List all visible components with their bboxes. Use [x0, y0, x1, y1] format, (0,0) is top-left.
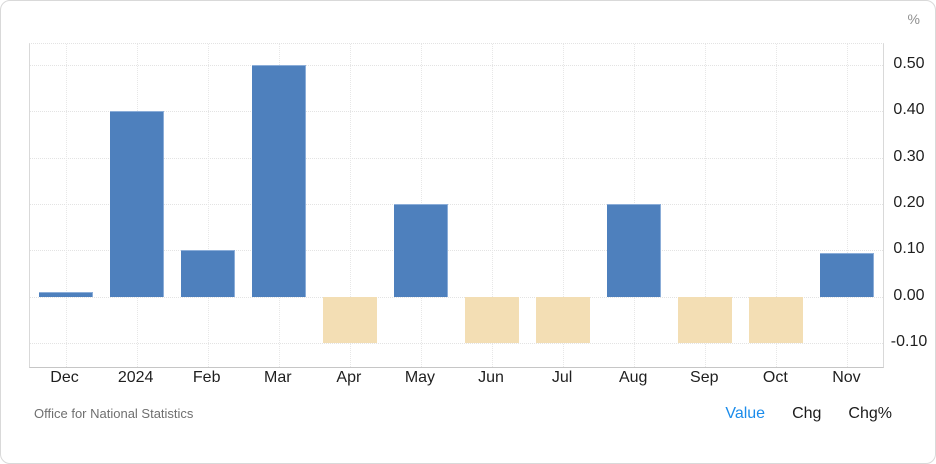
x-axis-label-2024: 2024: [117, 369, 154, 386]
footer-link-value[interactable]: Value: [725, 405, 766, 422]
bar-jun[interactable]: [465, 296, 520, 343]
horizontal-gridline: [30, 111, 883, 113]
footer-link-chg[interactable]: Chg%: [848, 405, 892, 422]
vertical-gridline: [776, 44, 778, 367]
vertical-gridline: [65, 44, 67, 367]
bar-oct[interactable]: [749, 296, 804, 343]
vertical-gridline: [563, 44, 565, 367]
bar-apr[interactable]: [322, 296, 377, 343]
x-axis-label-sep: Sep: [690, 369, 719, 386]
bar-feb[interactable]: [180, 250, 235, 297]
y-axis-tick-label: 0.40: [893, 101, 925, 119]
y-axis-tick-label: 0.30: [893, 147, 925, 165]
bar-sep[interactable]: [678, 296, 733, 343]
x-axis-label-mar: Mar: [264, 369, 292, 386]
bar-mar[interactable]: [251, 64, 306, 297]
x-axis-label-apr: Apr: [336, 369, 362, 386]
horizontal-gridline: [30, 203, 883, 205]
bar-dec[interactable]: [38, 291, 93, 297]
x-axis-label-dec: Dec: [50, 369, 79, 386]
vertical-gridline: [207, 44, 209, 367]
bar-jul[interactable]: [536, 296, 591, 343]
vertical-gridline: [492, 44, 494, 367]
y-axis-tick-label: 0.20: [893, 193, 925, 211]
source-attribution: Office for National Statistics: [34, 406, 194, 421]
horizontal-gridline: [30, 296, 883, 298]
footer-link-chg[interactable]: Chg: [792, 405, 822, 422]
y-axis-tick-label: -0.10: [890, 332, 928, 350]
y-axis-tick-label: 0.00: [893, 286, 925, 304]
bar-nov[interactable]: [820, 252, 875, 297]
footer-links: Value Chg Chg%: [725, 405, 892, 423]
vertical-gridline: [847, 44, 849, 367]
x-axis-label-aug: Aug: [618, 369, 648, 386]
bar-may[interactable]: [393, 203, 448, 297]
x-axis-label-jul: Jul: [551, 369, 573, 386]
x-axis-label-may: May: [404, 369, 436, 386]
vertical-gridline: [349, 44, 351, 367]
x-axis-label-nov: Nov: [832, 369, 861, 386]
horizontal-gridline: [30, 250, 883, 252]
x-axis-label-jun: Jun: [478, 369, 504, 386]
y-axis-tick-label: 0.10: [893, 240, 925, 258]
x-axis-label-feb: Feb: [192, 369, 221, 386]
horizontal-gridline: [30, 342, 883, 344]
y-axis-unit-label: %: [907, 11, 920, 27]
bar-aug[interactable]: [607, 203, 662, 297]
y-axis-tick-label: 0.50: [893, 54, 925, 72]
horizontal-gridline: [30, 157, 883, 159]
x-axis-label-oct: Oct: [762, 369, 788, 386]
bar-2024[interactable]: [109, 111, 164, 297]
horizontal-gridline: [30, 64, 883, 66]
plot-area: [29, 43, 884, 368]
vertical-gridline: [705, 44, 707, 367]
